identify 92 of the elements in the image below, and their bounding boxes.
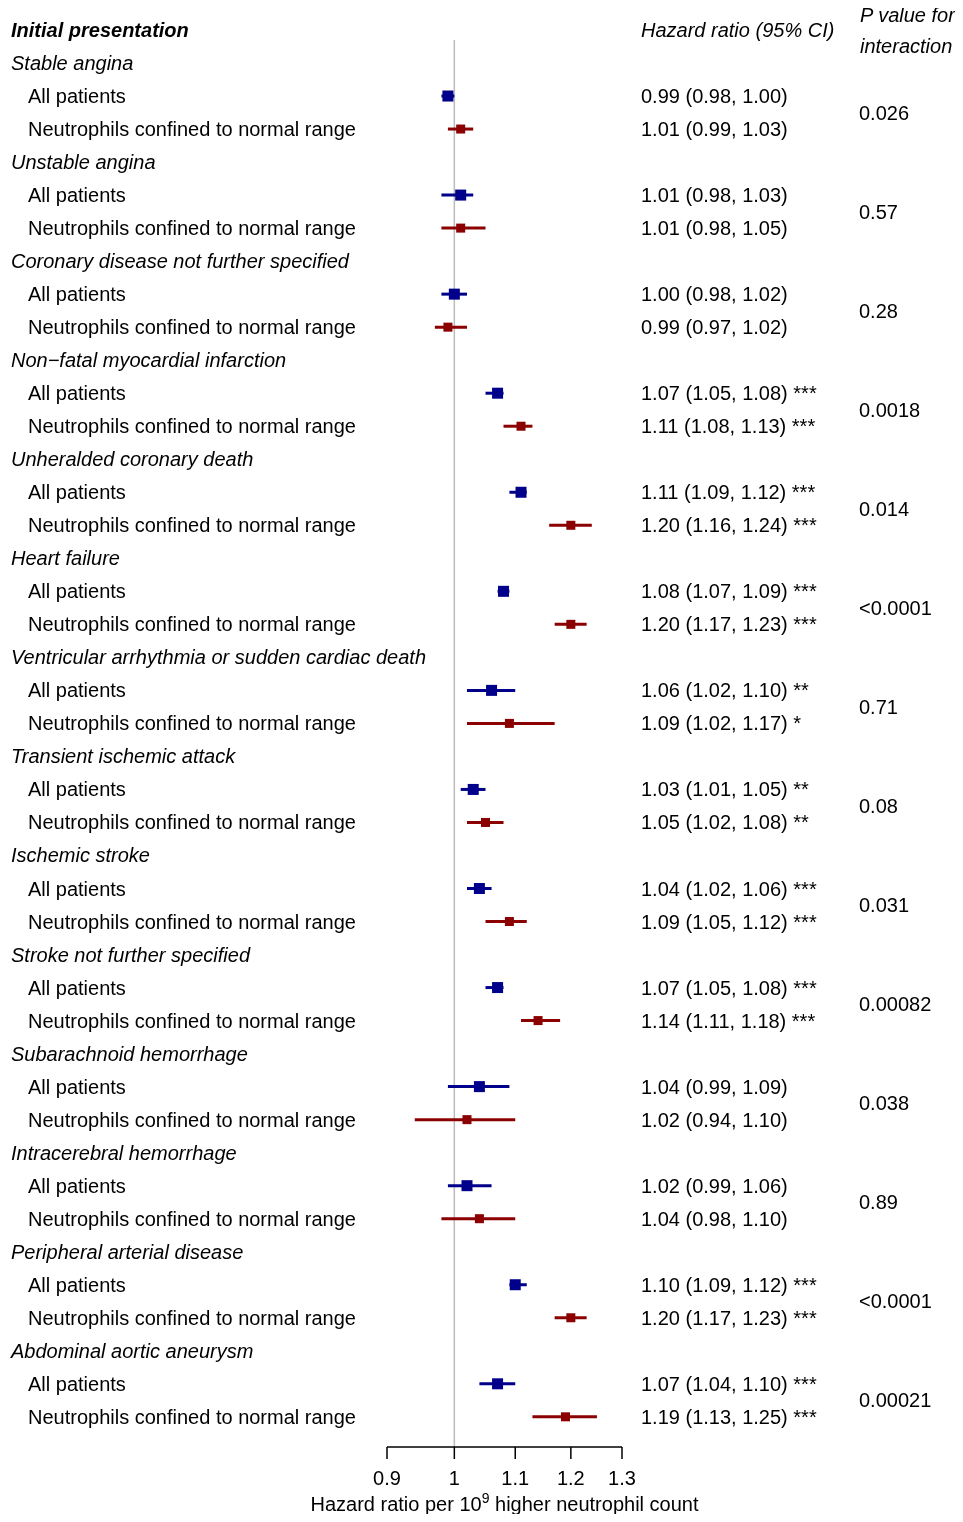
y-tick-label: All patients	[28, 1174, 126, 1197]
y-tick-label: All patients	[28, 877, 126, 900]
y-tick-label: All patients	[28, 85, 126, 108]
y-tick-label: Neutrophils confined to normal range	[28, 1009, 356, 1032]
text: 0.00021	[859, 1389, 932, 1412]
annotation: Ventricular arrhythmia or sudden cardiac death	[11, 646, 427, 669]
x-tick-label: 1.2	[556, 1467, 585, 1489]
text: Intracerebral hemorrhage	[11, 1141, 237, 1164]
text: <0.0001	[859, 1290, 932, 1313]
text: Non−fatal myocardial infarction	[11, 349, 287, 372]
y-tick-label: All patients	[28, 382, 126, 405]
y-tick-label: All patients	[28, 976, 126, 999]
y-tick-label: All patients	[28, 580, 126, 603]
text: 1.04 (0.99, 1.09)	[641, 1075, 788, 1098]
text: 1.07 (1.05, 1.08) ***	[641, 976, 817, 999]
text: 1.20 (1.17, 1.23) ***	[641, 1306, 817, 1329]
y-tick-label: Neutrophils confined to normal range	[28, 415, 356, 438]
text: Initial presentation	[11, 19, 189, 41]
text: 1.04 (1.02, 1.06) ***	[641, 877, 817, 900]
text: Stroke not further specified	[11, 943, 251, 966]
x-tick-label: 1	[448, 1467, 460, 1489]
y-tick-label: Neutrophils confined to normal range	[28, 1207, 356, 1230]
x-tick-label: 0.9	[373, 1467, 401, 1489]
text: 1.10 (1.09, 1.12) ***	[641, 1273, 817, 1296]
text: 1.07 (1.05, 1.08) ***	[641, 382, 817, 405]
text: 0.0018	[859, 398, 921, 421]
text: 0.28	[859, 299, 898, 322]
text: 0.57	[859, 200, 898, 223]
text: 0.71	[859, 695, 898, 718]
text: 1.07 (1.04, 1.10) ***	[641, 1372, 817, 1395]
y-tick-label: Neutrophils confined to normal range	[28, 910, 356, 933]
text: 1.20 (1.16, 1.24) ***	[641, 514, 817, 537]
x-tick-label: 1.3	[608, 1467, 636, 1489]
text: 0.99 (0.98, 1.00)	[641, 85, 788, 108]
text: 1.08 (1.07, 1.09) ***	[641, 580, 817, 603]
y-tick-label: Neutrophils confined to normal range	[28, 712, 356, 735]
y-tick-label: All patients	[28, 1372, 126, 1395]
text: 1.06 (1.02, 1.10) **	[641, 679, 810, 702]
y-tick-label: All patients	[28, 481, 126, 504]
text: Abdominal aortic aneurysm	[10, 1339, 254, 1362]
text: 0.89	[859, 1191, 898, 1214]
text: Stable angina	[11, 52, 134, 74]
text: 1.09 (1.05, 1.12) ***	[641, 910, 817, 933]
text: 0.99 (0.97, 1.02)	[641, 316, 788, 339]
text: 0.031	[859, 894, 910, 917]
text: 1.02 (0.94, 1.10)	[641, 1108, 788, 1131]
y-tick-label: Neutrophils confined to normal range	[28, 1108, 356, 1131]
text: 1.03 (1.01, 1.05) **	[641, 778, 810, 801]
text: 1.19 (1.13, 1.25) ***	[641, 1405, 817, 1428]
x-tick-label: 1.1	[501, 1467, 530, 1489]
y-tick-label: Neutrophils confined to normal range	[28, 316, 356, 339]
text: Hazard ratio (95% CI)	[641, 19, 835, 41]
text: 1.20 (1.17, 1.23) ***	[641, 613, 817, 636]
y-tick-label: Neutrophils confined to normal range	[28, 514, 356, 537]
y-tick-label: Neutrophils confined to normal range	[28, 1306, 356, 1329]
y-tick-label: All patients	[28, 679, 126, 702]
y-tick-label: All patients	[28, 184, 126, 207]
text: Unheralded coronary death	[11, 448, 254, 471]
text: 1.01 (0.98, 1.03)	[641, 184, 788, 207]
text: 1.14 (1.11, 1.18) ***	[641, 1009, 816, 1032]
text: 0.08	[859, 794, 898, 817]
y-tick-label: All patients	[28, 778, 126, 801]
text: 1.09 (1.02, 1.17) *	[641, 712, 802, 735]
text: 1.01 (0.98, 1.05)	[641, 217, 788, 240]
text: P value for interaction	[860, 4, 957, 57]
text: Heart failure	[11, 547, 120, 570]
text: Unstable angina	[11, 151, 156, 174]
y-tick-label: Neutrophils confined to normal range	[28, 1405, 356, 1428]
text: 1.02 (0.99, 1.06)	[641, 1174, 788, 1197]
y-tick-label: Neutrophils confined to normal range	[28, 118, 356, 141]
text: Peripheral arterial disease	[11, 1240, 244, 1263]
text: 1.00 (0.98, 1.02)	[641, 283, 788, 306]
text: 0.038	[859, 1092, 910, 1115]
text: 1.11 (1.08, 1.13) ***	[641, 415, 816, 438]
y-tick-label: All patients	[28, 1273, 126, 1296]
text: 1.05 (1.02, 1.08) **	[641, 811, 810, 834]
text: 1.04 (0.98, 1.10)	[641, 1207, 788, 1230]
text: 0.026	[859, 101, 910, 124]
text: <0.0001	[859, 596, 932, 619]
text: 1.01 (0.99, 1.03)	[641, 118, 788, 141]
text: Transient ischemic attack	[11, 745, 237, 768]
text: Ischemic stroke	[11, 844, 150, 867]
text: 1.11 (1.09, 1.12) ***	[641, 481, 816, 504]
text: Coronary disease not further specified	[11, 250, 350, 273]
text: Subarachnoid hemorrhage	[11, 1042, 248, 1065]
y-tick-label: Neutrophils confined to normal range	[28, 217, 356, 240]
text: 0.014	[859, 497, 910, 520]
y-tick-label: All patients	[28, 283, 126, 306]
y-tick-label: All patients	[28, 1075, 126, 1098]
y-tick-label: Neutrophils confined to normal range	[28, 811, 356, 834]
y-tick-label: Neutrophils confined to normal range	[28, 613, 356, 636]
text: 0.00082	[859, 993, 932, 1016]
